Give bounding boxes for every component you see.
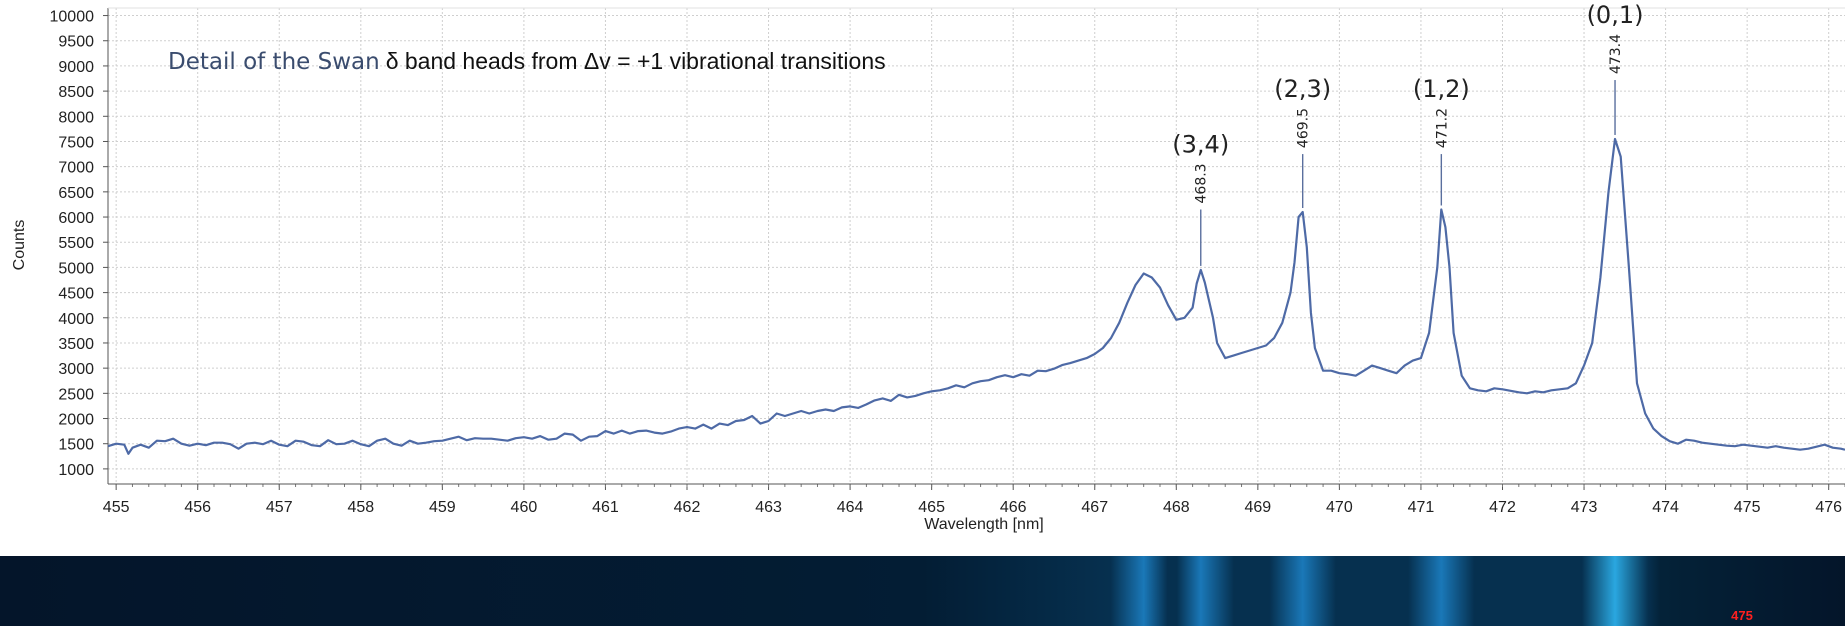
x-axis-title: Wavelength [nm] (924, 516, 1043, 533)
y-tick-label: 3500 (58, 336, 94, 353)
x-tick-label: 462 (674, 499, 701, 516)
y-tick-label: 1500 (58, 437, 94, 454)
spectrum-series-line (107, 137, 1845, 455)
peak-wavelength-label: 469.5 (1296, 108, 1312, 148)
chart-title: Detail of the Swan δ band heads from Δv =… (168, 48, 886, 75)
x-tick-label: 463 (755, 499, 782, 516)
peak-wavelength-label: 471.2 (1434, 108, 1450, 148)
y-tick-label: 8000 (58, 109, 94, 126)
y-tick-label: 2500 (58, 386, 94, 403)
y-tick-label: 3000 (58, 361, 94, 378)
x-tick-label: 466 (1000, 499, 1027, 516)
x-tick-label: 468 (1163, 499, 1190, 516)
grid-layer (108, 8, 1845, 484)
y-tick-label: 4500 (58, 286, 94, 303)
x-tick-label: 460 (511, 499, 538, 516)
axes-layer: 1000 1500 2000 2500 3000 3500 4000 4500 5000 5500… (50, 7, 1845, 516)
x-tick-label: 473 (1571, 499, 1598, 516)
x-tick-label: 465 (918, 499, 945, 516)
peak-wavelength-label: 473.4 (1608, 34, 1624, 74)
y-tick-label: 8500 (58, 84, 94, 101)
x-tick-label: 455 (103, 499, 130, 516)
y-tick-label: 5500 (58, 235, 94, 252)
chart-title-part2: δ band heads from Δv = +1 vibrational tr… (386, 48, 886, 74)
y-tick-label: 1000 (58, 462, 94, 479)
x-tick-label: 457 (266, 499, 293, 516)
x-tick-label: 475 (1734, 499, 1761, 516)
x-tick-label: 476 (1815, 499, 1842, 516)
x-tick-label: 459 (429, 499, 456, 516)
band-head-label: (1,2) (1413, 75, 1470, 103)
y-tick-label: 10000 (50, 9, 95, 26)
y-axis-title: Counts (11, 220, 28, 271)
x-tick-label: 467 (1081, 499, 1108, 516)
y-tick-label: 4000 (58, 311, 94, 328)
y-tick-label: 9000 (58, 59, 94, 76)
x-tick-label: 471 (1408, 499, 1435, 516)
series-layer (107, 137, 1845, 455)
y-tick-label: 9500 (58, 34, 94, 51)
band-head-label: (3,4) (1172, 130, 1229, 158)
x-tick-label: 470 (1326, 499, 1353, 516)
band-head-label: (0,1) (1587, 1, 1644, 29)
peak-wavelength-label: 468.3 (1194, 163, 1210, 203)
band-head-label: (2,3) (1274, 75, 1331, 103)
x-tick-label: 461 (592, 499, 619, 516)
x-tick-label: 458 (347, 499, 374, 516)
x-tick-label: 474 (1652, 499, 1679, 516)
x-tick-label: 456 (184, 499, 211, 516)
annotation-layer: 468.3 (3,4) 469.5 (2,3) 471.2 (1,2) 473.4 (0,1) (1172, 1, 1643, 266)
y-tick-label: 7000 (58, 160, 94, 177)
spectrum-strip-label: 475 (1731, 608, 1753, 623)
spectrum-strip (0, 556, 1845, 626)
x-tick-label: 469 (1244, 499, 1271, 516)
y-tick-label: 2000 (58, 412, 94, 429)
y-tick-label: 7500 (58, 134, 94, 151)
x-tick-label: 464 (837, 499, 864, 516)
y-tick-label: 6500 (58, 185, 94, 202)
y-tick-label: 5000 (58, 260, 94, 277)
x-tick-label: 472 (1489, 499, 1516, 516)
y-tick-label: 6000 (58, 210, 94, 227)
chart-title-part1: Detail of the Swan (168, 49, 380, 75)
